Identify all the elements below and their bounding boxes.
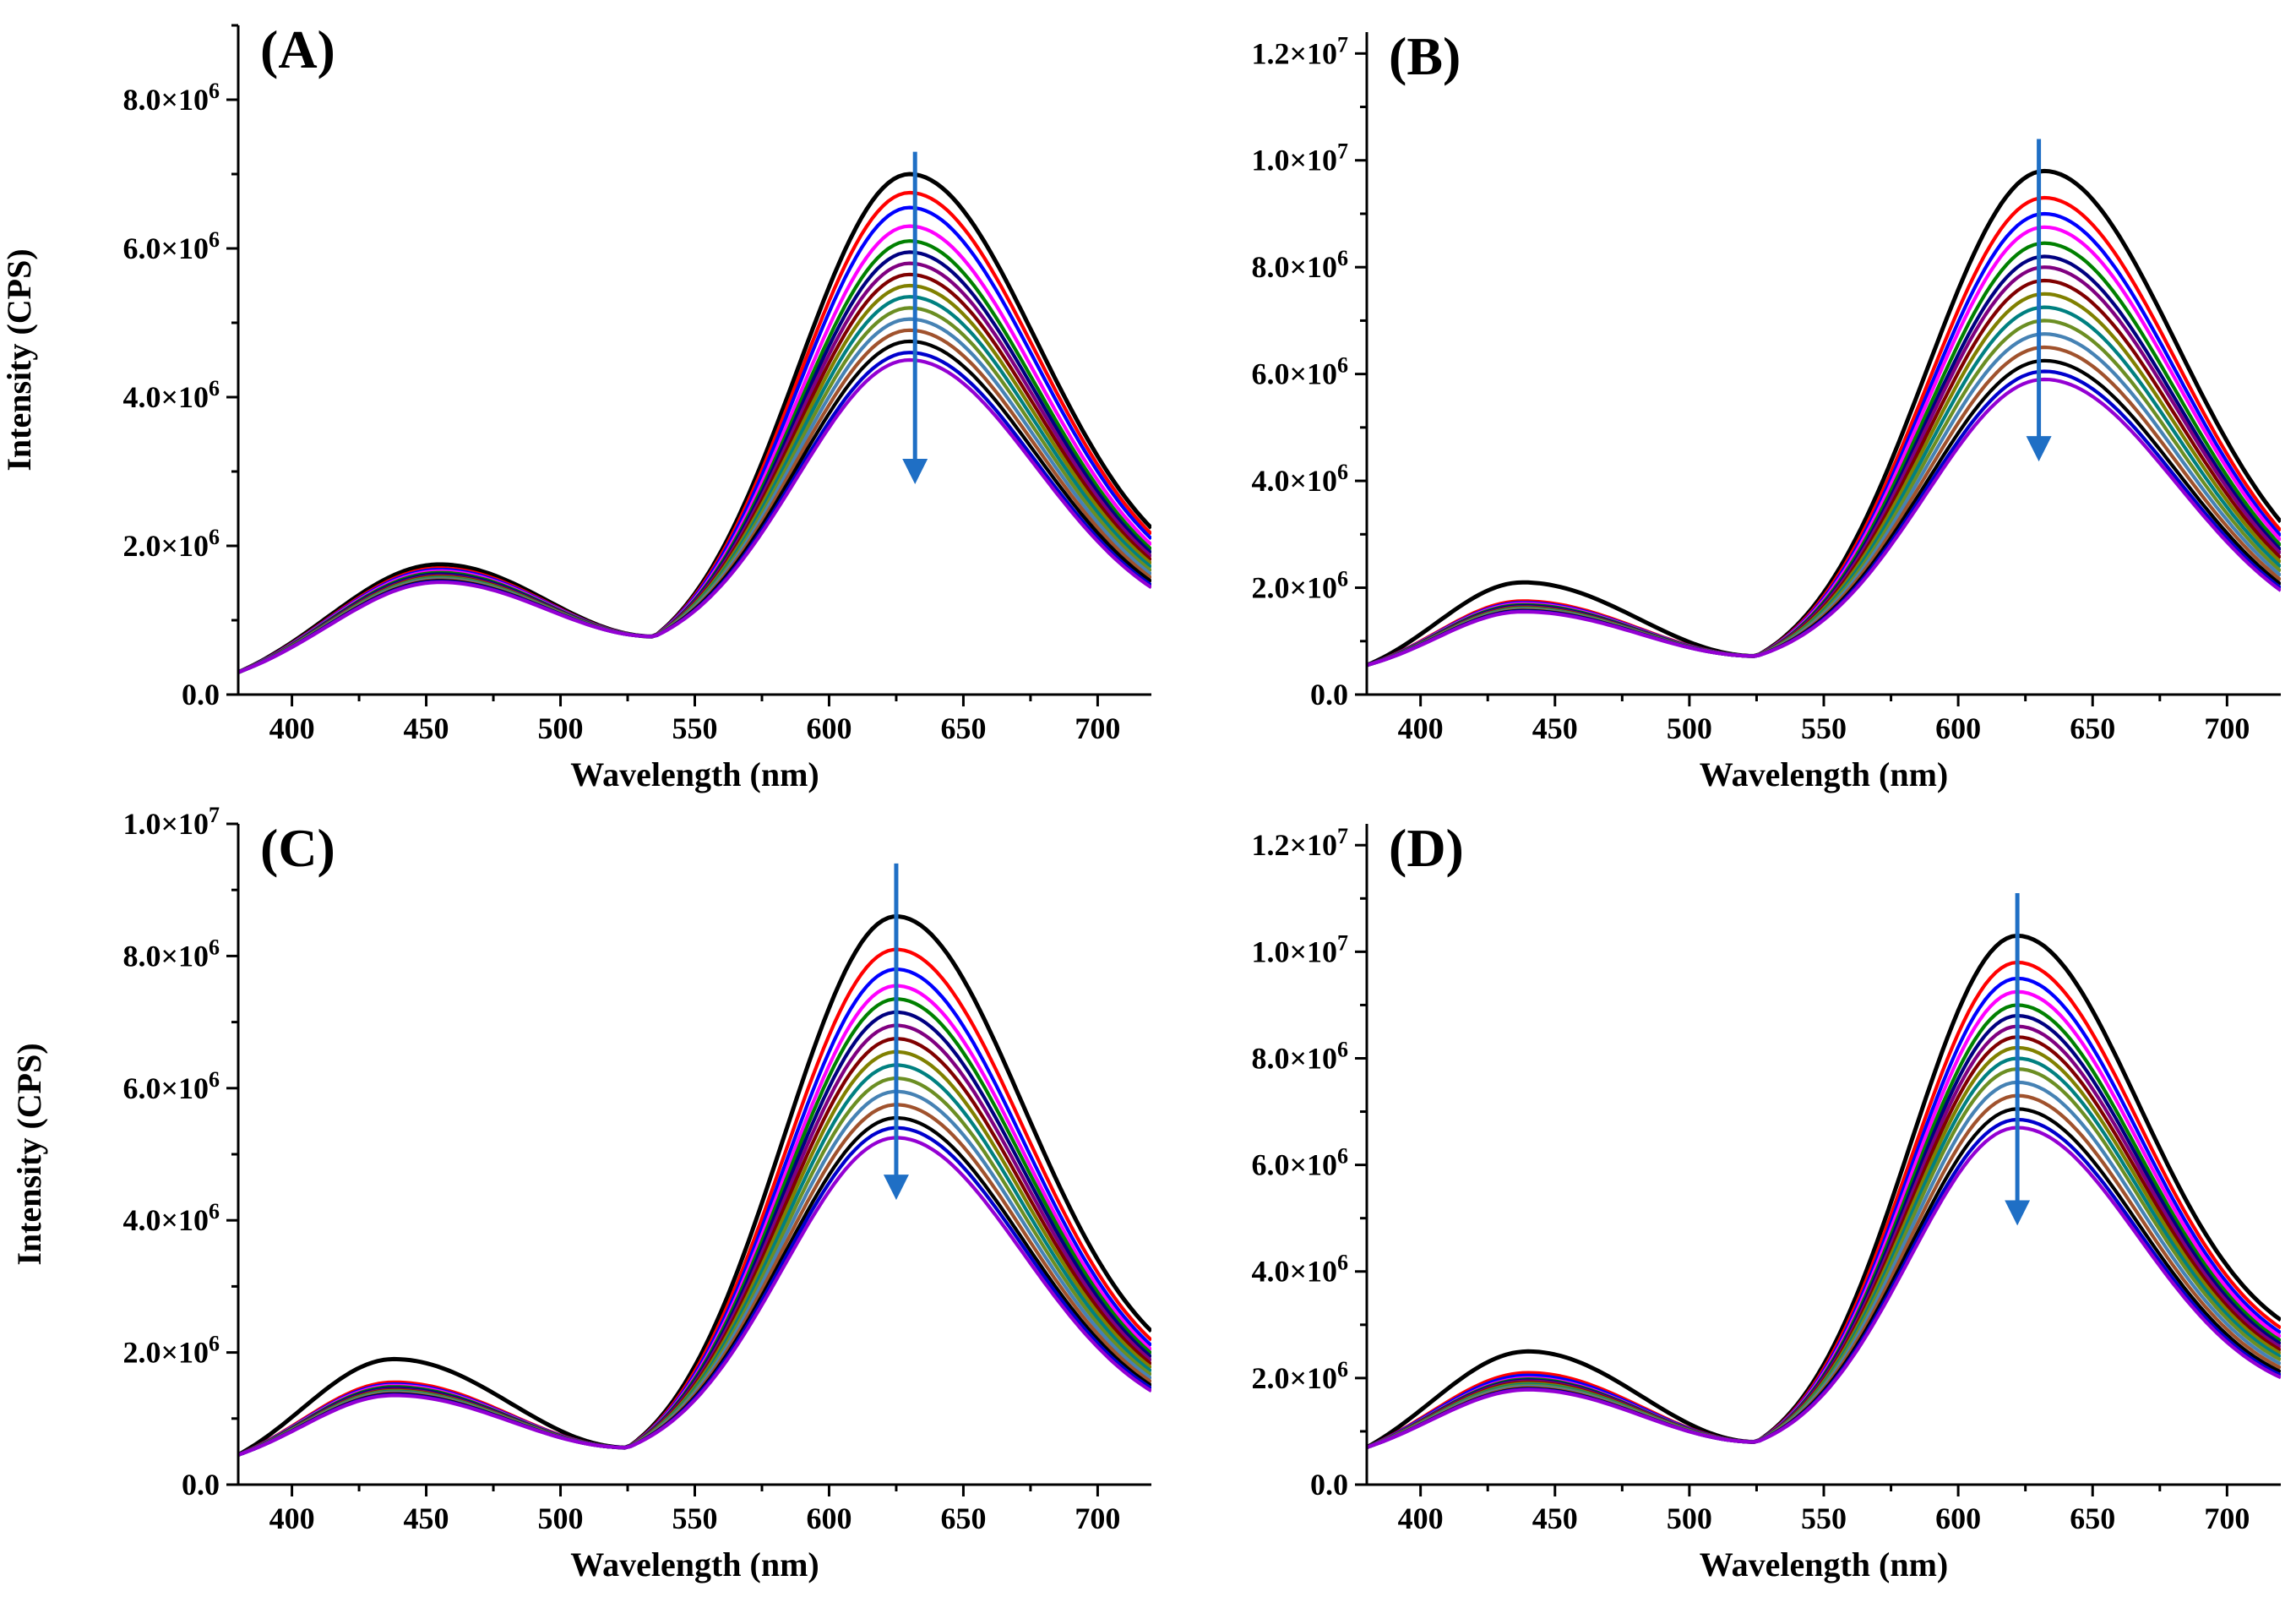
x-tick-label: 600 <box>1935 1502 1981 1535</box>
x-tick-label: 650 <box>940 711 986 745</box>
series-line-15 <box>238 1136 1151 1457</box>
y-tick-label: 0.0 <box>182 1468 220 1502</box>
series-line-8 <box>238 283 1151 674</box>
panel-label: (B) <box>1389 26 1461 86</box>
y-tick-label: 2.0×106 <box>1251 567 1348 605</box>
x-axis-title: Wavelength (nm) <box>1700 755 1948 793</box>
x-tick-label: 500 <box>538 1502 584 1535</box>
x-tick-label: 550 <box>672 1502 718 1535</box>
y-tick-label: 4.0×106 <box>1251 1251 1348 1289</box>
x-tick-label: 550 <box>672 711 718 745</box>
x-tick-label: 500 <box>1667 1502 1712 1535</box>
x-tick-label: 550 <box>1801 1502 1847 1535</box>
y-tick-label: 0.0 <box>1310 1468 1348 1502</box>
x-tick-label: 600 <box>806 711 851 745</box>
y-tick-label: 1.0×107 <box>1251 139 1348 177</box>
y-tick-label: 6.0×106 <box>1251 353 1348 391</box>
x-tick-label: 600 <box>1935 711 1981 745</box>
y-tick-label: 6.0×106 <box>122 227 220 265</box>
panel-a: 400 450 500 550 600 650 700 0.0 2.0×106 4.0×106 6.… <box>0 19 1151 793</box>
x-tick-label: 400 <box>1398 1502 1444 1535</box>
x-axis-title: Wavelength (nm) <box>1700 1545 1948 1583</box>
series-group <box>238 914 1151 1457</box>
y-axis-title: Intensity (CPS) <box>10 1043 48 1265</box>
y-tick-label: 4.0×106 <box>1251 460 1348 498</box>
y-tick-label: 6.0×106 <box>122 1067 220 1105</box>
y-tick-label: 4.0×106 <box>122 376 220 414</box>
series-group <box>1367 933 2281 1450</box>
y-tick-label: 2.0×106 <box>1251 1357 1348 1395</box>
y-tick-label: 8.0×106 <box>1251 1037 1348 1075</box>
y-tick-label: 8.0×106 <box>1251 246 1348 284</box>
panel-label: (C) <box>260 818 335 878</box>
y-tick-label: 8.0×106 <box>122 935 220 973</box>
x-tick-label: 500 <box>1667 711 1712 745</box>
series-line-15 <box>1367 377 2281 668</box>
panel-d: 400 450 500 550 600 650 700 0.0 2.0×106 4.0×106 6.… <box>1251 818 2281 1583</box>
series-line-0 <box>1367 168 2281 668</box>
y-axis-title: Intensity (CPS) <box>0 248 38 471</box>
panel-label: (D) <box>1389 818 1464 878</box>
x-tick-label: 450 <box>1532 711 1578 745</box>
y-tick-label: 6.0×106 <box>1251 1144 1348 1182</box>
x-tick-label: 600 <box>806 1502 851 1535</box>
x-axis-title: Wavelength (nm) <box>570 755 819 793</box>
y-tick-label: 4.0×106 <box>122 1199 220 1237</box>
series-group <box>238 172 1151 674</box>
series-line-15 <box>238 357 1151 674</box>
y-tick-label: 0.0 <box>182 678 220 711</box>
x-tick-label: 700 <box>1075 711 1120 745</box>
x-axis-title: Wavelength (nm) <box>570 1545 819 1583</box>
series-line-14 <box>238 1126 1151 1457</box>
x-tick-label: 400 <box>269 1502 315 1535</box>
x-tick-label: 400 <box>1398 711 1444 745</box>
panel-label: (A) <box>260 19 335 79</box>
y-tick-label: 1.2×107 <box>1251 824 1348 862</box>
x-tick-label: 500 <box>538 711 584 745</box>
x-tick-label: 400 <box>269 711 315 745</box>
x-tick-label: 550 <box>1801 711 1847 745</box>
series-line-0 <box>1367 933 2281 1450</box>
x-tick-label: 650 <box>2070 1502 2115 1535</box>
x-tick-label: 650 <box>940 1502 986 1535</box>
series-line-15 <box>1367 1126 2281 1449</box>
y-tick-label: 1.0×107 <box>1251 930 1348 968</box>
y-tick-label: 2.0×106 <box>122 525 220 563</box>
y-tick-label: 1.2×107 <box>1251 32 1348 70</box>
x-tick-label: 650 <box>2070 711 2115 745</box>
x-tick-label: 450 <box>404 1502 449 1535</box>
x-tick-label: 450 <box>404 711 449 745</box>
panel-b: 400 450 500 550 600 650 700 0.0 2.0×106 4.0×106 6.… <box>1251 26 2281 793</box>
x-tick-label: 450 <box>1532 1502 1578 1535</box>
y-tick-label: 0.0 <box>1310 678 1348 711</box>
series-group <box>1367 168 2281 668</box>
series-line-0 <box>238 914 1151 1457</box>
panel-c: 400 450 500 550 600 650 700 0.0 2.0×106 4.0×106 6.… <box>10 803 1151 1583</box>
x-tick-label: 700 <box>2204 1502 2250 1535</box>
x-tick-label: 700 <box>2204 711 2250 745</box>
y-tick-label: 1.0×107 <box>122 803 220 841</box>
x-tick-label: 700 <box>1075 1502 1120 1535</box>
y-tick-label: 8.0×106 <box>122 79 220 117</box>
y-tick-label: 2.0×106 <box>122 1332 220 1370</box>
